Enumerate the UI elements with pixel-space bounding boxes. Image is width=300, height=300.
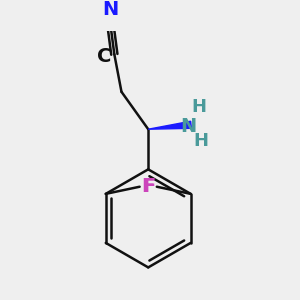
Text: F: F	[141, 177, 155, 196]
Text: N: N	[102, 0, 118, 19]
Text: F: F	[142, 177, 155, 196]
Text: C: C	[97, 46, 112, 66]
Text: N: N	[180, 117, 196, 136]
Text: H: H	[191, 98, 206, 116]
Text: H: H	[194, 132, 209, 150]
Polygon shape	[148, 121, 191, 129]
